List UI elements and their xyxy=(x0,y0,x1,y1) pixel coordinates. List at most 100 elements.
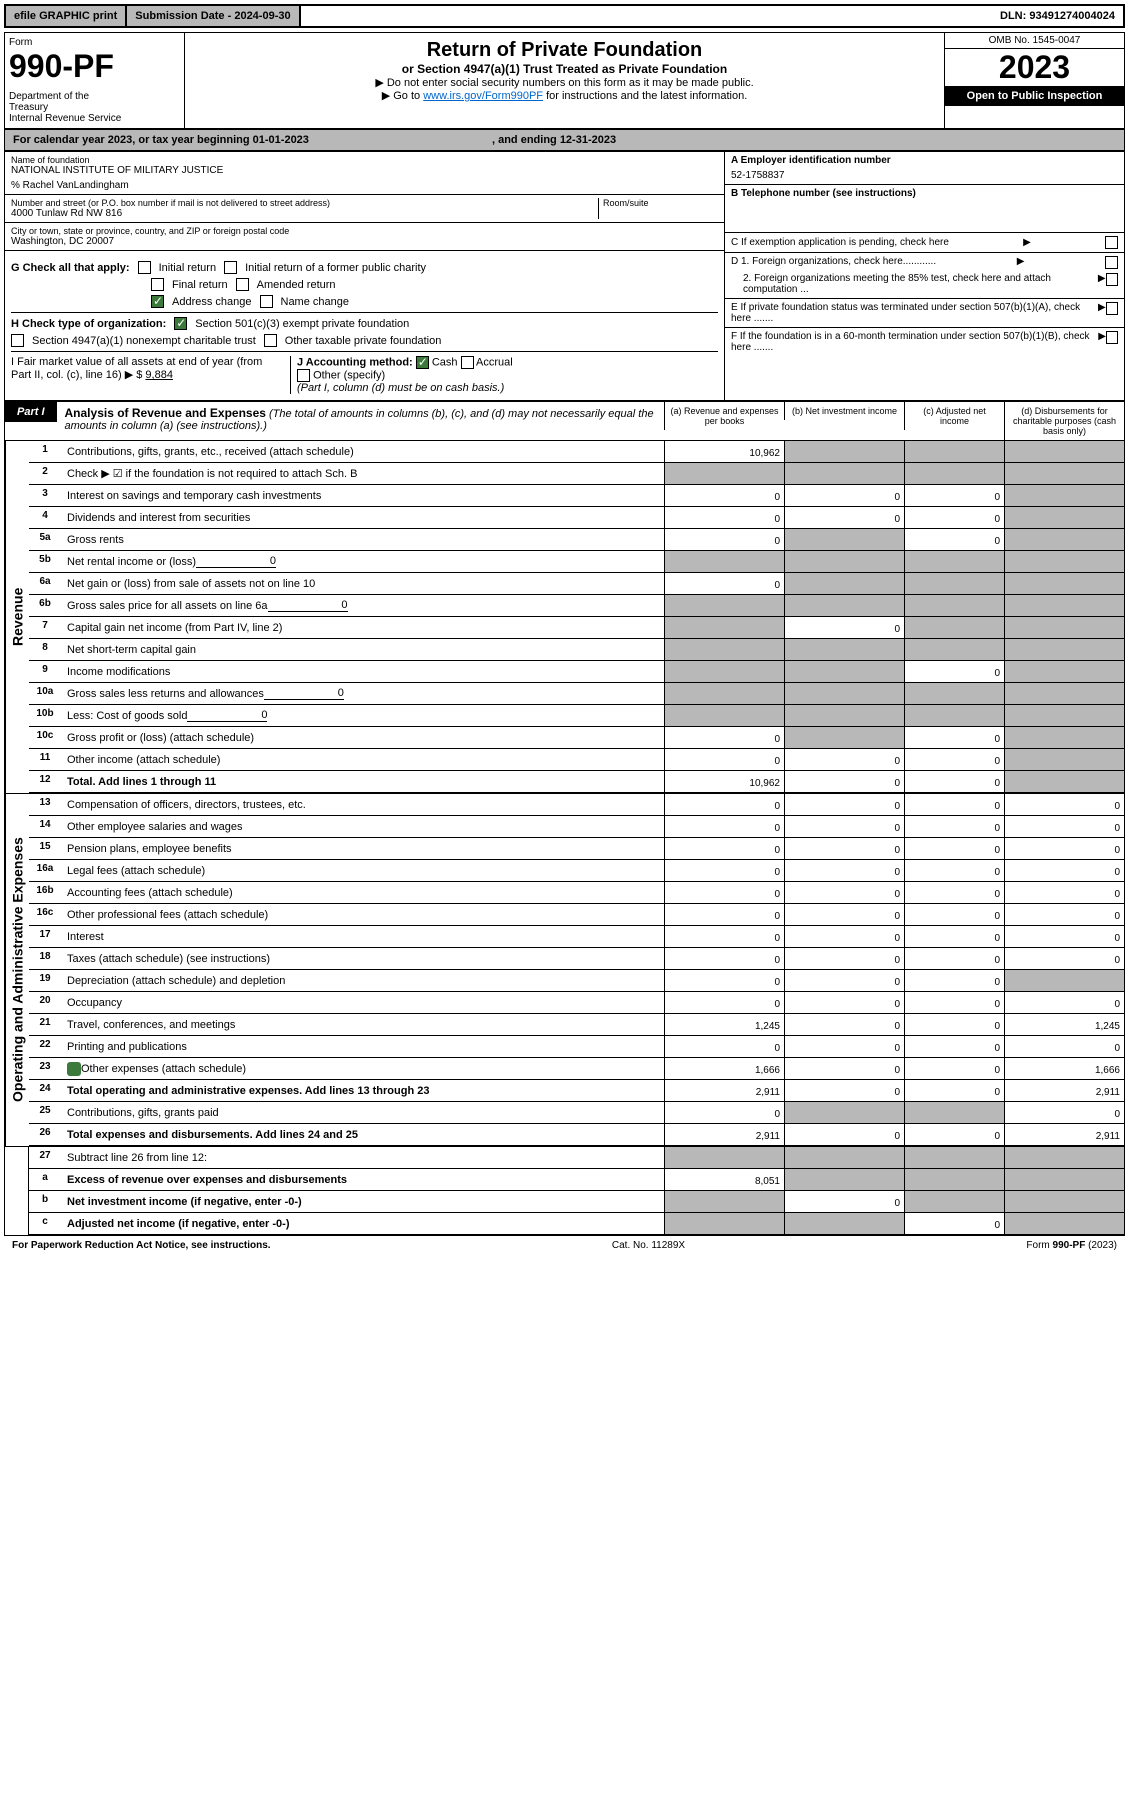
cb-name-change[interactable] xyxy=(260,295,273,308)
name-label: Name of foundation xyxy=(11,155,718,165)
submission-date: Submission Date - 2024-09-30 xyxy=(127,6,300,26)
instr-1: ▶ Do not enter social security numbers o… xyxy=(191,76,938,89)
line-13: 13Compensation of officers, directors, t… xyxy=(29,794,1124,816)
info-right: A Employer identification number 52-1758… xyxy=(724,152,1124,400)
line-10a: 10aGross sales less returns and allowanc… xyxy=(29,683,1124,705)
side-revenue: Revenue xyxy=(5,441,29,793)
dept-treasury: Department of theTreasuryInternal Revenu… xyxy=(9,91,180,124)
i-value: 9,884 xyxy=(145,369,173,381)
street-address: 4000 Tunlaw Rd NW 816 xyxy=(11,208,598,219)
opt-4947: Section 4947(a)(1) nonexempt charitable … xyxy=(32,335,256,347)
line-6a: 6aNet gain or (loss) from sale of assets… xyxy=(29,573,1124,595)
cb-c[interactable] xyxy=(1105,236,1118,249)
line-10c: 10cGross profit or (loss) (attach schedu… xyxy=(29,727,1124,749)
opt-name: Name change xyxy=(281,296,350,308)
part1-header: Part I Analysis of Revenue and Expenses … xyxy=(4,401,1125,441)
footer-right: Form 990-PF (2023) xyxy=(1026,1240,1117,1251)
side-expenses: Operating and Administrative Expenses xyxy=(5,794,29,1146)
line-8: 8Net short-term capital gain xyxy=(29,639,1124,661)
line-27: 27Subtract line 26 from line 12: xyxy=(29,1147,1124,1169)
city-label: City or town, state or province, country… xyxy=(11,226,718,236)
care-of: % Rachel VanLandingham xyxy=(11,180,718,191)
i-label: I Fair market value of all assets at end… xyxy=(11,356,262,381)
dln-label: DLN: xyxy=(1000,10,1029,22)
part1-label: Part I xyxy=(5,402,57,422)
line-20: 20Occupancy0000 xyxy=(29,992,1124,1014)
h-row2: Section 4947(a)(1) nonexempt charitable … xyxy=(11,334,718,347)
h-row: H Check type of organization: Section 50… xyxy=(11,312,718,330)
cb-final[interactable] xyxy=(151,278,164,291)
f-label: F If the foundation is in a 60-month ter… xyxy=(731,331,1098,353)
cb-accrual[interactable] xyxy=(461,356,474,369)
form-number: 990-PF xyxy=(9,48,180,85)
cb-d2[interactable] xyxy=(1106,273,1118,286)
irs-link[interactable]: www.irs.gov/Form990PF xyxy=(423,90,543,102)
opt-amended: Amended return xyxy=(257,279,336,291)
line-12: 12Total. Add lines 1 through 1110,96200 xyxy=(29,771,1124,793)
cb-501c3[interactable] xyxy=(174,317,187,330)
line-22: 22Printing and publications0000 xyxy=(29,1036,1124,1058)
e-row: E If private foundation status was termi… xyxy=(725,299,1124,328)
ein-value: 52-1758837 xyxy=(731,170,1118,181)
instr-2: ▶ Go to www.irs.gov/Form990PF for instru… xyxy=(191,89,938,102)
g-row3: Address change Name change xyxy=(11,295,718,308)
g-row2: Final return Amended return xyxy=(11,278,718,291)
name-row: Name of foundation NATIONAL INSTITUTE OF… xyxy=(5,152,724,195)
cb-cash[interactable] xyxy=(416,356,429,369)
cb-other-method[interactable] xyxy=(297,369,310,382)
c-row: C If exemption application is pending, c… xyxy=(725,233,1124,253)
col-c-header: (c) Adjusted net income xyxy=(904,402,1004,430)
cb-other-taxable[interactable] xyxy=(264,334,277,347)
line-7: 7Capital gain net income (from Part IV, … xyxy=(29,617,1124,639)
cb-address-change[interactable] xyxy=(151,295,164,308)
revenue-table: Revenue 1Contributions, gifts, grants, e… xyxy=(4,441,1125,794)
city-value: Washington, DC 20007 xyxy=(11,236,718,247)
line-27b: bNet investment income (if negative, ent… xyxy=(29,1191,1124,1213)
line-16b: 16bAccounting fees (attach schedule)0000 xyxy=(29,882,1124,904)
header-center: Return of Private Foundation or Section … xyxy=(185,33,944,128)
cb-e[interactable] xyxy=(1106,302,1118,315)
part1-title: Analysis of Revenue and Expenses (The to… xyxy=(57,402,664,436)
expenses-table: Operating and Administrative Expenses 13… xyxy=(4,794,1125,1147)
opt-other: Other taxable private foundation xyxy=(285,335,442,347)
cb-f[interactable] xyxy=(1106,331,1118,344)
ein-label: A Employer identification number xyxy=(731,155,891,166)
foundation-name: NATIONAL INSTITUTE OF MILITARY JUSTICE xyxy=(11,165,718,176)
page-footer: For Paperwork Reduction Act Notice, see … xyxy=(4,1236,1125,1255)
header-right: OMB No. 1545-0047 2023 Open to Public In… xyxy=(944,33,1124,128)
cb-d1[interactable] xyxy=(1105,256,1118,269)
line-15: 15Pension plans, employee benefits0000 xyxy=(29,838,1124,860)
opt-initial: Initial return xyxy=(159,262,216,274)
dln: DLN: 93491274004024 xyxy=(992,6,1123,26)
line-2: 2Check ▶ ☑ if the foundation is not requ… xyxy=(29,463,1124,485)
c-label: C If exemption application is pending, c… xyxy=(731,237,949,248)
instr2-post: for instructions and the latest informat… xyxy=(543,90,747,102)
line-26: 26Total expenses and disbursements. Add … xyxy=(29,1124,1124,1146)
col-d-header: (d) Disbursements for charitable purpose… xyxy=(1004,402,1124,440)
d2-label: 2. Foreign organizations meeting the 85%… xyxy=(731,273,1098,295)
phone-row: B Telephone number (see instructions) xyxy=(725,185,1124,233)
line-5a: 5aGross rents00 xyxy=(29,529,1124,551)
line-19: 19Depreciation (attach schedule) and dep… xyxy=(29,970,1124,992)
city-row: City or town, state or province, country… xyxy=(5,223,724,251)
form-title: Return of Private Foundation xyxy=(191,39,938,62)
calyear-end: , and ending 12-31-2023 xyxy=(492,134,616,146)
attach-icon[interactable] xyxy=(67,1062,81,1076)
line-24: 24Total operating and administrative exp… xyxy=(29,1080,1124,1102)
opt-cash: Cash xyxy=(432,356,458,368)
line-9: 9Income modifications0 xyxy=(29,661,1124,683)
form-label: Form xyxy=(9,37,180,48)
col-a-header: (a) Revenue and expenses per books xyxy=(664,402,784,430)
line-5b: 5bNet rental income or (loss) 0 xyxy=(29,551,1124,573)
addr-row: Number and street (or P.O. box number if… xyxy=(5,195,724,223)
instr2-pre: ▶ Go to xyxy=(382,90,423,102)
opt-final: Final return xyxy=(172,279,228,291)
opt-accrual: Accrual xyxy=(476,356,513,368)
efile-label[interactable]: efile GRAPHIC print xyxy=(6,6,127,26)
cb-initial-return[interactable] xyxy=(138,261,151,274)
cb-4947[interactable] xyxy=(11,334,24,347)
line-4: 4Dividends and interest from securities0… xyxy=(29,507,1124,529)
cb-amended[interactable] xyxy=(236,278,249,291)
cb-initial-former[interactable] xyxy=(224,261,237,274)
subdate-value: 2024-09-30 xyxy=(234,10,290,22)
